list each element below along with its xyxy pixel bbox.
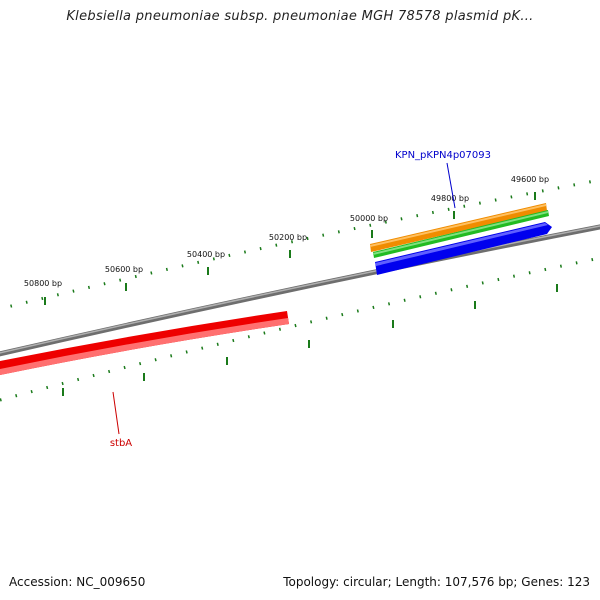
feature-orange-highlight (370, 204, 546, 247)
tick-label-50200: 50200 bp (269, 233, 307, 242)
accession-info: Accession: NC_009650 (9, 575, 145, 589)
backbone-highlight (0, 225, 600, 354)
label-leader-kpn (446, 162, 456, 209)
accession-value: NC_009650 (76, 575, 146, 589)
length-label: Length: (395, 575, 441, 589)
tick-label-50000: 50000 bp (350, 214, 388, 223)
feature-green-highlight (373, 211, 548, 255)
tick-label-50600: 50600 bp (105, 265, 143, 274)
map-title: Klebsiella pneumoniae subsp. pneumoniae … (66, 9, 534, 24)
topology-value: circular (343, 575, 388, 589)
inner-tick-ring (0, 256, 600, 402)
tick-label-49800: 49800 bp (431, 194, 469, 203)
outer-tick-ring (0, 178, 600, 311)
major-ticks (44, 192, 558, 396)
tick-labels: 49600 bp 49800 bp 50000 bp 50200 bp 5040… (24, 175, 549, 288)
genes-value: 123 (567, 575, 590, 589)
plus-strand-features (370, 203, 552, 275)
outer-tick-dots (0, 178, 600, 311)
tick-label-50400: 50400 bp (187, 250, 225, 259)
feature-kpn-pkpn4p07093[interactable] (375, 222, 552, 275)
feature-stba-highlight (0, 318, 289, 375)
label-stba[interactable]: stbA (110, 438, 132, 449)
inner-tick-dots (0, 256, 600, 402)
accession-label: Accession: (9, 575, 73, 589)
backbone-line (0, 224, 600, 357)
feature-labels: KPN_pKPN4p07093 stbA (110, 150, 491, 449)
genome-summary: Topology: circular; Length: 107,576 bp; … (283, 575, 590, 589)
backbone (0, 224, 600, 357)
minus-strand-features (0, 311, 289, 375)
genes-label: Genes: (521, 575, 564, 589)
length-value: 107,576 bp (444, 575, 514, 589)
feature-kpn-highlight (375, 223, 548, 266)
topology-label: Topology: (283, 575, 340, 589)
label-leader-stba (112, 391, 120, 435)
label-kpn-pkpn4p07093[interactable]: KPN_pKPN4p07093 (395, 150, 491, 161)
tick-label-50800: 50800 bp (24, 279, 62, 288)
tick-label-49600: 49600 bp (511, 175, 549, 184)
